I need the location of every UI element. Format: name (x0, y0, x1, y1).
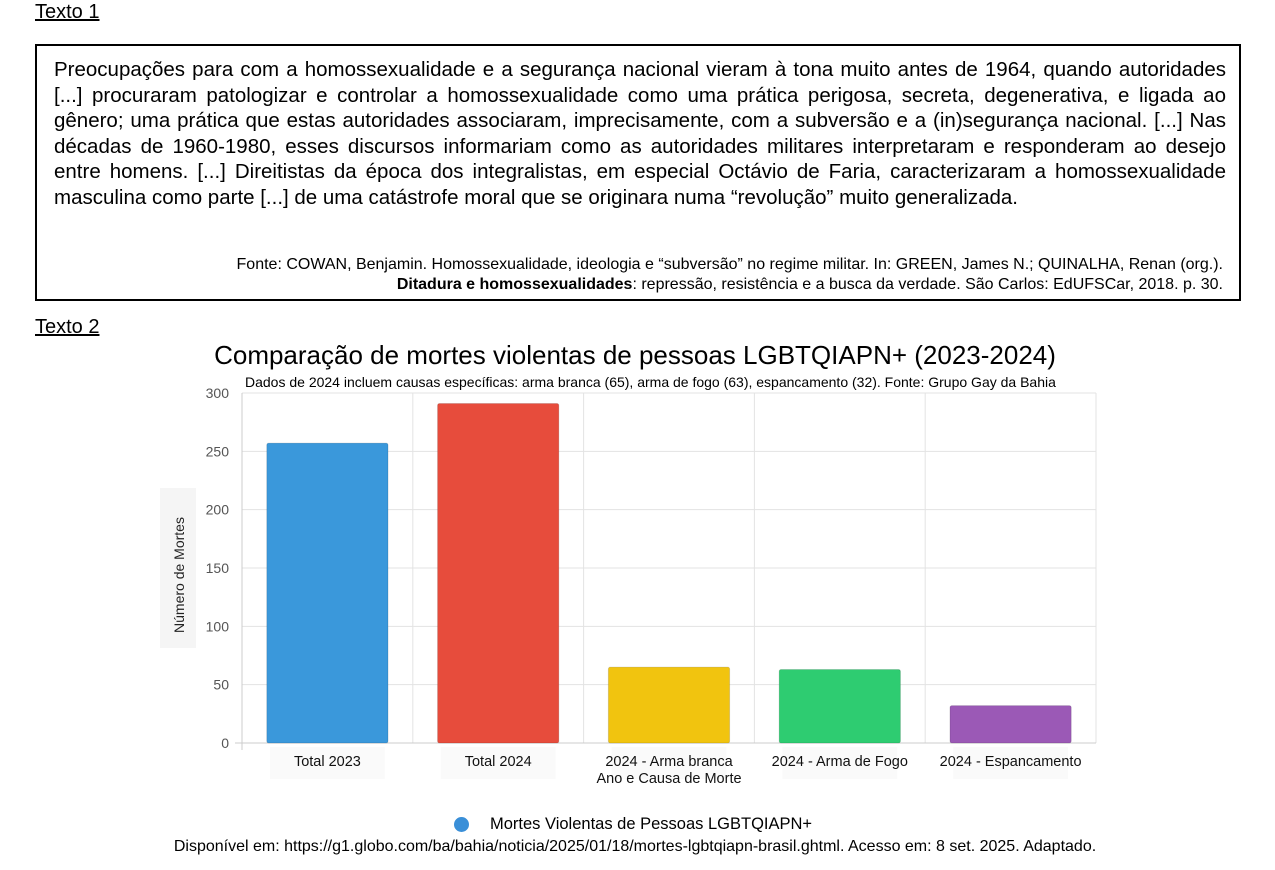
x-tick-bg (782, 747, 898, 779)
x-tick-label: Total 2024 (465, 754, 532, 770)
text1-heading: Texto 1 (35, 1, 100, 23)
chart-subtitle: Dados de 2024 incluem causas específicas… (245, 374, 1056, 390)
source-line-1: Fonte: COWAN, Benjamin. Homossexualidade… (236, 256, 1223, 273)
y-tick-label: 100 (206, 618, 230, 634)
y-tick-label: 50 (213, 677, 229, 693)
x-tick-bg (953, 747, 1068, 779)
y-tick-label: 250 (206, 443, 230, 459)
bar-5 (949, 705, 1072, 744)
x-tick-label: 2024 - Arma branca (605, 754, 733, 770)
quote-source: Fonte: COWAN, Benjamin. Homossexualidade… (73, 255, 1223, 295)
quote-box: Preocupações para com a homossexualidade… (35, 44, 1241, 301)
x-tick-bg (270, 747, 385, 779)
legend-swatch (454, 817, 469, 832)
bar-2 (437, 403, 560, 744)
quote-text: Preocupações para com a homossexualidade… (54, 58, 1226, 209)
y-tick-label: 200 (206, 502, 230, 518)
x-tick-label: Total 2023 (294, 754, 361, 770)
bar-4 (778, 669, 901, 744)
chart-legend: Mortes Violentas de Pessoas LGBTQIAPN+ (454, 815, 812, 834)
y-axis-label: Número de Mortes (171, 517, 187, 633)
chart-title: Comparação de mortes violentas de pessoa… (214, 340, 1056, 370)
x-tick-bg (440, 747, 556, 779)
x-tick-label: 2024 - Espancamento (940, 754, 1082, 770)
y-tick-label: 0 (221, 735, 229, 751)
legend-label: Mortes Violentas de Pessoas LGBTQIAPN+ (490, 815, 813, 833)
x-tick-bg (611, 747, 727, 779)
y-tick-label: 150 (206, 560, 230, 576)
source-book-title: Ditadura e homossexualidades (396, 276, 633, 293)
y-tick-label: 300 (206, 385, 230, 401)
x-tick-label: 2024 - Arma de Fogo (772, 754, 908, 770)
source-line-2: : repressão, resistência e a busca da ve… (632, 276, 1223, 293)
bar-1 (266, 442, 389, 744)
text2-heading: Texto 2 (35, 316, 100, 338)
y-axis-label-bg (160, 488, 196, 648)
x-axis-label: Ano e Causa de Morte (596, 771, 741, 787)
bar-3 (607, 666, 731, 744)
available-at-citation: Disponível em: https://g1.globo.com/ba/b… (173, 838, 1097, 855)
